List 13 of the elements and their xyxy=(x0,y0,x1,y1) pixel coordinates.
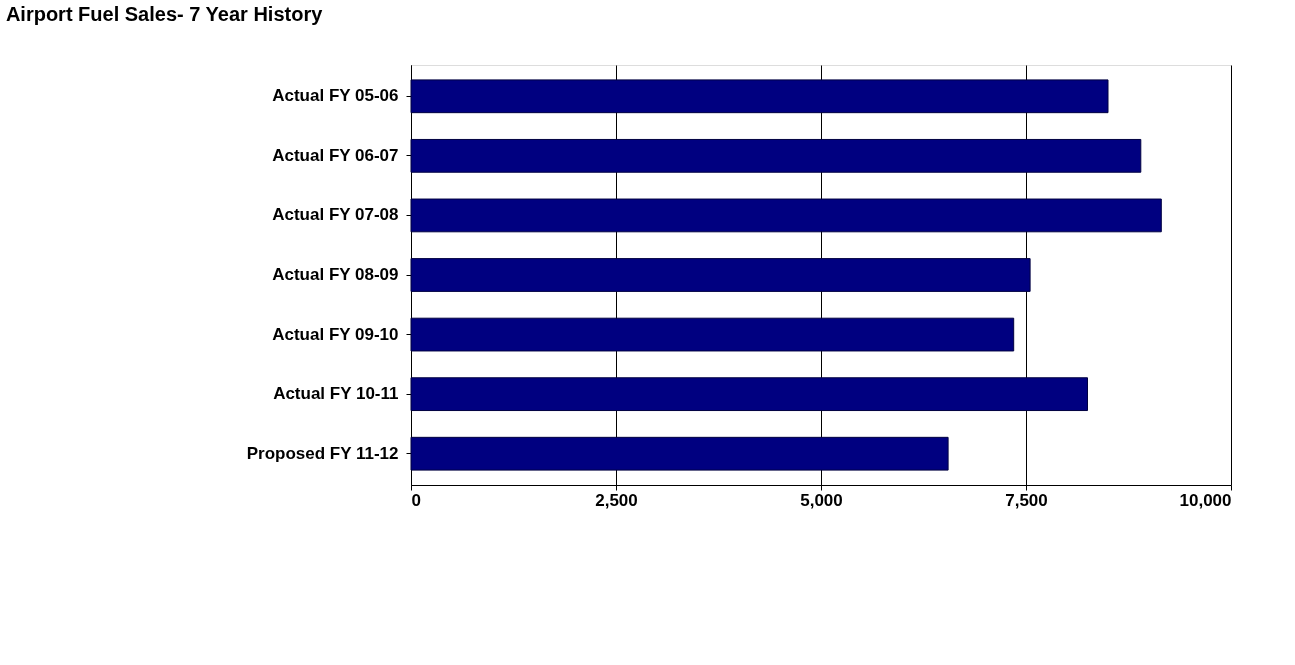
y-tick-label: Actual FY 10-11 xyxy=(273,384,399,404)
y-tick-label: Actual FY 07-08 xyxy=(272,205,399,225)
x-tick-label: 10,000 xyxy=(1179,490,1232,510)
y-tick-label: Actual FY 06-07 xyxy=(272,145,399,165)
y-tick-label: Actual FY 05-06 xyxy=(272,86,399,106)
text: Airport Fuel Sales- 7 Year History xyxy=(5,3,324,25)
x-tick-label: 7,500 xyxy=(1005,490,1048,510)
x-tick-label: 5,000 xyxy=(800,490,843,510)
y-tick-label: Actual FY 09-10 xyxy=(272,324,399,344)
y-tick-label: Actual FY 08-09 xyxy=(272,265,399,284)
y-tick-label: Proposed FY 11-12 xyxy=(246,443,399,463)
x-tick-label: 0 xyxy=(411,490,421,510)
x-tick-label: 2,500 xyxy=(595,490,638,510)
